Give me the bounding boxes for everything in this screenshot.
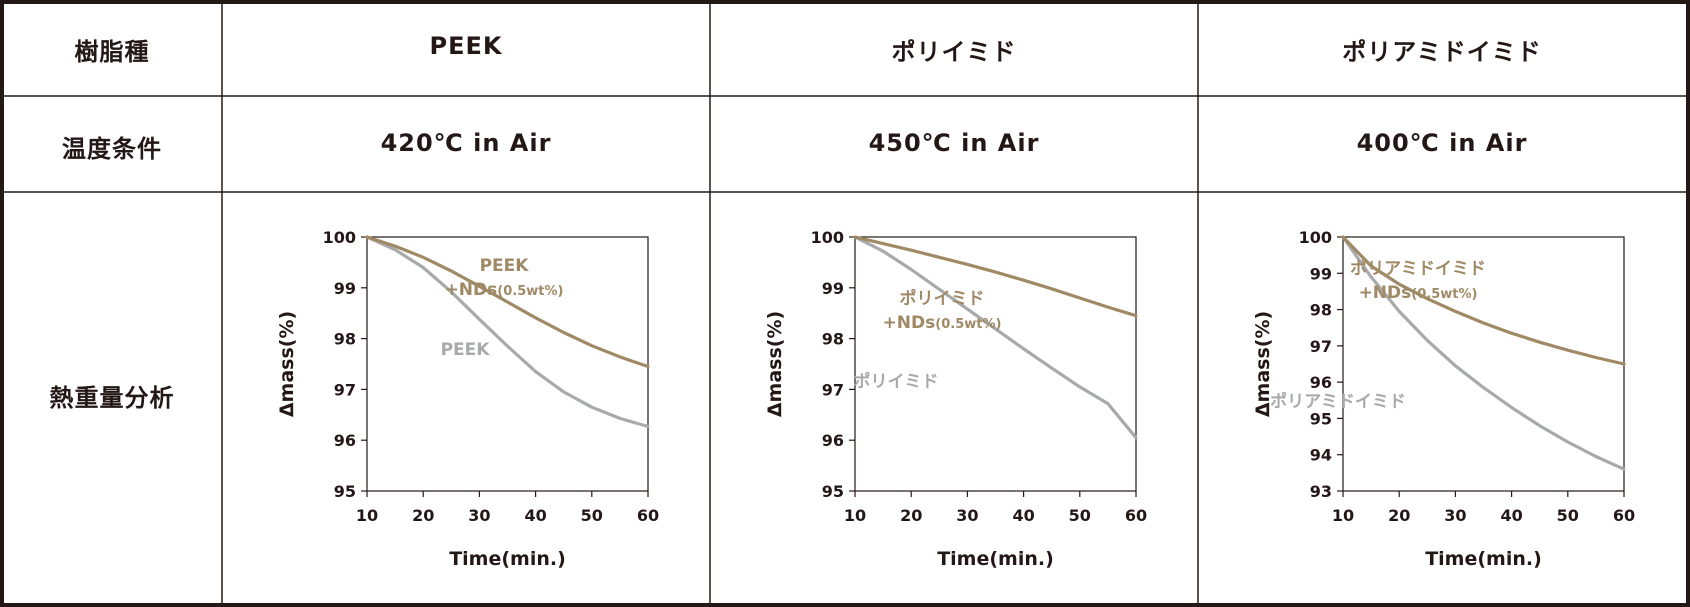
- x-tick-label: 30: [468, 506, 490, 525]
- series-label-line: ポリイミド: [900, 288, 985, 309]
- x-axis-label: Time(min.): [449, 548, 566, 570]
- x-tick-label: 60: [637, 506, 659, 525]
- series-label-line: +NDs: [1359, 283, 1412, 303]
- tga-chart-polyimide: 95 96 97 98 99 100 10 20 30 40 50 60 Time(min.) Δmass…: [764, 228, 1147, 570]
- row-header-tga: 熱重量分析: [49, 384, 175, 412]
- x-tick-label: 50: [1557, 506, 1579, 525]
- series-label-base: PEEK: [441, 340, 491, 360]
- x-tick-label: 60: [1125, 506, 1147, 525]
- y-tick-label: 95: [1310, 409, 1332, 428]
- column-resin-polyamideimide: ポリアミドイミド: [1342, 38, 1542, 66]
- x-tick-label: 20: [412, 506, 434, 525]
- x-tick-label: 40: [1012, 506, 1034, 525]
- plot-area: [366, 236, 649, 492]
- x-tick-label: 20: [1388, 506, 1410, 525]
- y-tick-label: 100: [1299, 228, 1332, 247]
- y-tick-label: 99: [1310, 264, 1332, 283]
- x-tick-label: 30: [1444, 506, 1466, 525]
- series-label-line: PEEK: [480, 256, 530, 276]
- series-label-base: ポリアミドイミド: [1270, 391, 1406, 412]
- series-label-line: (0.5wt%): [935, 317, 1001, 332]
- x-tick-label: 50: [1069, 506, 1091, 525]
- y-tick-label: 100: [323, 228, 356, 247]
- series-label-nd: PEEK +NDs(0.5wt%): [445, 256, 564, 300]
- x-tick-label: 20: [900, 506, 922, 525]
- x-tick-label: 30: [956, 506, 978, 525]
- y-tick-label: 99: [334, 279, 356, 298]
- series-label-line: +NDs: [883, 313, 936, 333]
- series-label-line: (0.5wt%): [1411, 287, 1477, 302]
- series-label-line: ポリアミドイミド: [1270, 391, 1406, 412]
- x-tick-label: 60: [1613, 506, 1635, 525]
- y-tick-label: 95: [822, 482, 844, 501]
- tga-chart-polyamideimide: 93 94 95 96 97 98 99 100 10 20 30 40 50 60 Time(min.) Δ…: [1252, 228, 1635, 570]
- series-label-nd: ポリイミド +NDs(0.5wt%): [883, 288, 1002, 333]
- y-axis-label: Δmass(%): [1252, 311, 1274, 417]
- row-header-temperature: 温度条件: [62, 135, 162, 163]
- x-tick-label: 40: [1500, 506, 1522, 525]
- series-line-base: [1341, 235, 1626, 471]
- y-tick-label: 96: [334, 431, 356, 450]
- series-line-nd: [853, 235, 1138, 318]
- series-label-base: ポリイミド: [854, 371, 939, 392]
- series-label-line: PEEK: [441, 340, 491, 360]
- x-tick-label: 10: [356, 506, 378, 525]
- series-label-line: (0.5wt%): [497, 284, 563, 299]
- series-label-line: ポリイミド: [854, 371, 939, 392]
- series-line-base: [365, 235, 650, 429]
- y-tick-label: 99: [822, 279, 844, 298]
- x-tick-label: 50: [581, 506, 603, 525]
- x-tick-label: 10: [1332, 506, 1354, 525]
- y-tick-label: 96: [822, 431, 844, 450]
- y-tick-label: 98: [1310, 301, 1332, 320]
- row-header-resin: 樹脂種: [74, 38, 150, 66]
- condition-polyimide: 450℃ in Air: [868, 129, 1040, 157]
- series-label-line: ポリアミドイミド: [1350, 258, 1486, 279]
- x-axis-label: Time(min.): [937, 548, 1054, 570]
- y-tick-label: 95: [334, 482, 356, 501]
- y-tick-label: 100: [811, 228, 844, 247]
- y-axis-label: Δmass(%): [764, 311, 786, 417]
- column-resin-polyimide: ポリイミド: [891, 38, 1017, 66]
- x-tick-label: 40: [524, 506, 546, 525]
- x-tick-label: 10: [844, 506, 866, 525]
- tga-chart-peek: 95 96 97 98 99 100 10 20 30 40 50 60 Time(min.) Δmass…: [276, 228, 659, 570]
- y-tick-label: 97: [822, 380, 844, 399]
- y-tick-label: 97: [1310, 337, 1332, 356]
- y-axis-label: Δmass(%): [276, 311, 298, 417]
- column-resin-peek: PEEK: [429, 32, 503, 60]
- series-line-base: [853, 235, 1138, 440]
- series-label-nd: ポリアミドイミド +NDs(0.5wt%): [1350, 258, 1486, 303]
- y-tick-label: 93: [1310, 482, 1332, 501]
- y-tick-label: 96: [1310, 373, 1332, 392]
- condition-polyamideimide: 400℃ in Air: [1356, 129, 1528, 157]
- plot-area: [854, 236, 1137, 492]
- series-line-nd: [1341, 235, 1626, 366]
- y-tick-label: 98: [334, 330, 356, 349]
- y-tick-label: 94: [1310, 446, 1332, 465]
- series-label-line: +NDs: [445, 280, 498, 300]
- series-line-nd: [365, 235, 650, 369]
- x-axis-label: Time(min.): [1425, 548, 1542, 570]
- y-tick-label: 97: [334, 380, 356, 399]
- y-tick-label: 98: [822, 330, 844, 349]
- condition-peek: 420℃ in Air: [380, 129, 552, 157]
